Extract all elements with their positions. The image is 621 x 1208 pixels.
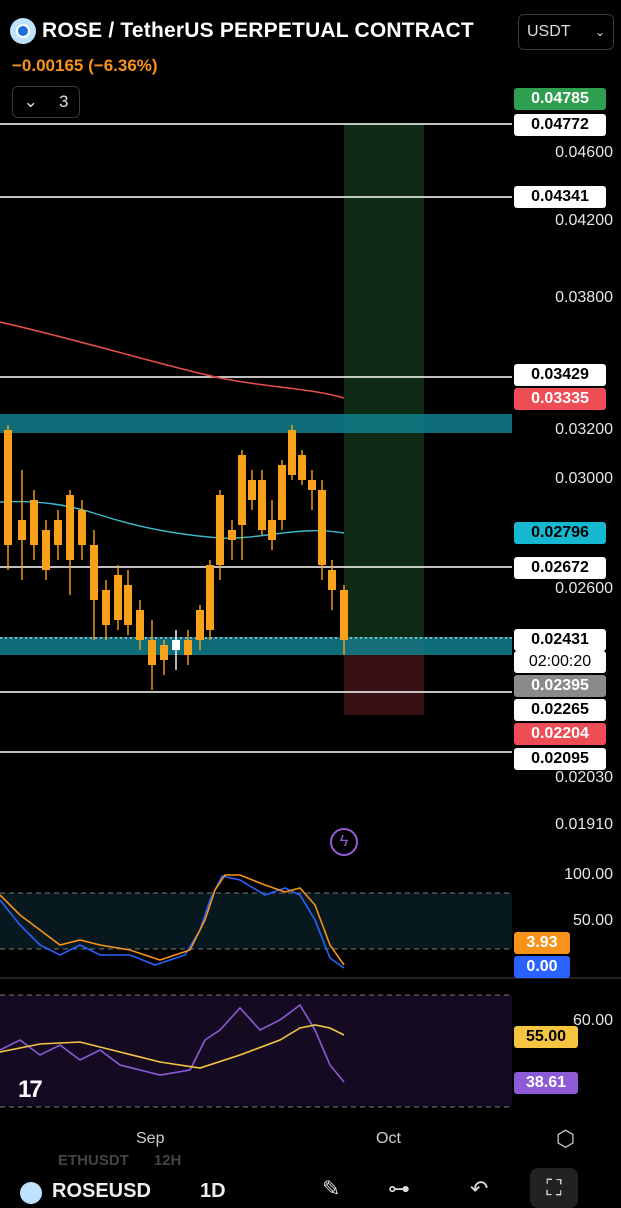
rsi-ma-tag: 55.00 — [514, 1026, 578, 1048]
candle-body — [184, 640, 192, 655]
candle-body — [318, 490, 326, 565]
candle-body — [340, 590, 348, 640]
price-tag: 0.04772 — [514, 114, 606, 136]
price-change: −0.00165 (−6.36%) — [12, 56, 158, 75]
candle-body — [54, 520, 62, 545]
price-tag-ma-cyan: 0.02796 — [514, 522, 606, 544]
stoch-band — [0, 893, 512, 949]
rsi-band — [0, 995, 512, 1107]
rsi-tag: 38.61 — [514, 1072, 578, 1094]
price-axis-label: 0.04200 — [555, 212, 613, 229]
stoch-level-label: 50.00 — [572, 912, 613, 929]
price-tag: 0.02672 — [514, 557, 606, 579]
price-tag-stop: 0.02204 — [514, 723, 606, 745]
candle-body — [248, 480, 256, 500]
candle-body — [30, 500, 38, 545]
price-tag-target: 0.04785 — [514, 88, 606, 110]
long-target-zone — [344, 124, 424, 640]
price-axis-label: 0.01910 — [555, 816, 613, 833]
stoch-d-tag: 0.00 — [514, 956, 570, 978]
candle-body — [160, 645, 168, 660]
price-axis-label: 0.02030 — [555, 769, 613, 786]
stoch-k-tag: 3.93 — [514, 932, 570, 954]
candle-body — [228, 530, 236, 540]
price-axis-label: 0.03200 — [555, 421, 613, 438]
candle-body — [196, 610, 204, 640]
candle-body — [268, 520, 276, 540]
candle-body — [298, 455, 306, 480]
candle-body — [328, 570, 336, 590]
candle-body — [206, 565, 214, 630]
stoch-k-line — [0, 874, 345, 966]
stoch-level-label: 100.00 — [564, 866, 613, 883]
candle-body — [42, 530, 50, 570]
candle-body — [136, 610, 144, 640]
settings-icon[interactable]: ⬡ — [556, 1126, 576, 1151]
candle-body — [90, 545, 98, 600]
price-tag-current: 0.02431 — [514, 629, 606, 651]
candle-body — [102, 590, 110, 625]
chevron-down-icon: ⌄ — [594, 25, 605, 39]
candle-countdown: 02:00:20 — [514, 651, 606, 673]
candle-body — [216, 495, 224, 565]
candle-body — [78, 510, 86, 545]
candle-body — [66, 495, 74, 560]
resistance-zone — [0, 414, 512, 433]
time-axis-label: Sep — [136, 1130, 165, 1147]
currency-value: USDT — [527, 23, 571, 40]
candles — [4, 425, 348, 690]
rsi-level-label: 60.00 — [572, 1012, 613, 1029]
candle-body — [172, 640, 180, 650]
price-axis-label: 0.04600 — [555, 144, 613, 161]
indicator-count: 3 — [58, 92, 69, 111]
symbol-title[interactable]: ROSE / TetherUS PERPETUAL CONTRACT — [42, 19, 474, 42]
pencil-icon[interactable]: ✎ — [322, 1176, 341, 1201]
price-tag: 0.02395 — [514, 675, 606, 697]
chevron-down-icon: ⌄ — [23, 92, 38, 111]
candle-body — [4, 430, 12, 545]
undo-icon[interactable]: ↶ — [470, 1176, 489, 1201]
rsi-line — [0, 1003, 345, 1083]
tradingview-logo: 17 — [18, 1076, 43, 1103]
rose-coin-icon — [10, 18, 36, 44]
support-zone — [0, 637, 512, 655]
previous-symbol: ETHUSDT 12H — [58, 1152, 182, 1169]
rose-coin-icon — [20, 1182, 42, 1204]
chart-header[interactable]: ROSE / TetherUS PERPETUAL CONTRACT — [10, 18, 474, 44]
price-tag: 0.03429 — [514, 364, 606, 386]
candle-body — [124, 585, 132, 625]
ma-red-line — [0, 321, 345, 399]
candle-body — [258, 480, 266, 530]
price-axis-label: 0.03800 — [555, 289, 613, 306]
interval-button[interactable]: 1D — [200, 1180, 226, 1202]
price-axis-label: 0.03000 — [555, 470, 613, 487]
price-tag-ma-red: 0.03335 — [514, 388, 606, 410]
indicators-icon[interactable]: ⊶ — [388, 1176, 410, 1201]
candle-body — [238, 455, 246, 525]
candle-body — [278, 465, 286, 520]
candle-body — [18, 520, 26, 540]
ma-cyan-line — [0, 500, 345, 539]
price-tag: 0.04341 — [514, 186, 606, 208]
candle-body — [148, 640, 156, 665]
price-tag: 0.02265 — [514, 699, 606, 721]
symbol-button[interactable]: ROSEUSD — [52, 1180, 151, 1202]
indicator-collapse-button[interactable]: ⌄ 3 — [12, 86, 80, 118]
fullscreen-icon[interactable]: ⛶ — [530, 1168, 578, 1208]
candle-body — [308, 480, 316, 490]
rsi-ma-line — [0, 1024, 345, 1069]
price-tag: 0.02095 — [514, 748, 606, 770]
candle-body — [114, 575, 122, 620]
candle-body — [288, 430, 296, 475]
key-level-lines — [0, 123, 512, 753]
currency-select[interactable]: USDT ⌄ — [518, 14, 614, 50]
time-axis-label: Oct — [376, 1130, 401, 1147]
lightning-icon[interactable]: ϟ — [330, 828, 358, 856]
price-axis-label: 0.02600 — [555, 580, 613, 597]
